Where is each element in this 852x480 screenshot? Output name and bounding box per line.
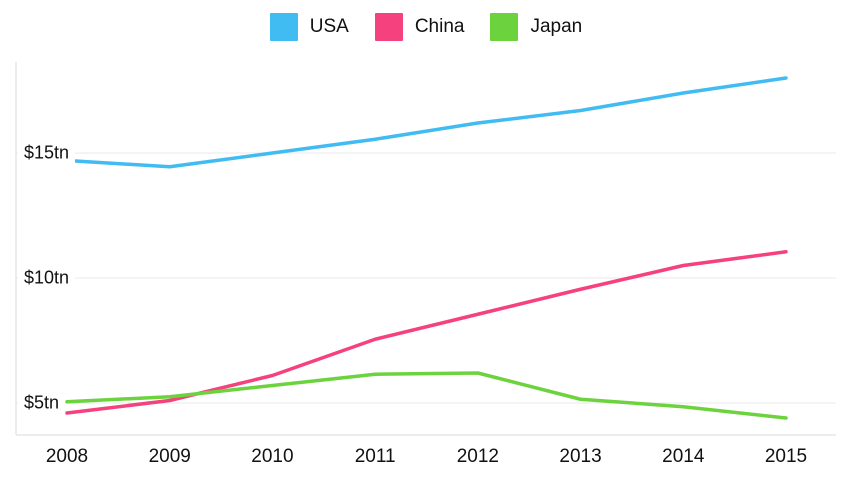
usa-legend-swatch-icon (269, 13, 298, 41)
legend-label-usa: USA (309, 16, 349, 37)
x-tick-label: 2012 (456, 446, 499, 467)
x-tick-label: 2008 (45, 446, 89, 467)
legend-label-china: China (414, 16, 465, 37)
x-tick-label: 2009 (148, 446, 191, 467)
japan-line (65, 371, 788, 420)
y-tick-label: $5tn (18, 390, 66, 416)
y-tick-label: $10tn (18, 265, 76, 291)
x-tick-label: 2014 (662, 446, 705, 467)
japan-legend-swatch-icon (490, 13, 519, 41)
legend-item-china[interactable]: China (374, 13, 465, 41)
china-legend-swatch-icon (374, 13, 403, 41)
x-tick-label: 2013 (559, 446, 602, 467)
china-line (65, 250, 788, 415)
gridlines (16, 152, 836, 404)
series-lines (65, 76, 788, 420)
usa-line (65, 76, 788, 169)
x-tick-label: 2015 (764, 446, 808, 467)
x-tick-label: 2010 (251, 446, 294, 467)
legend-item-usa[interactable]: USA (269, 13, 349, 41)
x-tick-label: 2011 (354, 446, 396, 467)
axes (15, 62, 836, 436)
legend-item-japan[interactable]: Japan (490, 13, 582, 41)
y-tick-label: $15tn (18, 140, 76, 166)
legend-label-japan: Japan (530, 16, 583, 37)
chart-legend: USA China Japan (0, 13, 852, 41)
